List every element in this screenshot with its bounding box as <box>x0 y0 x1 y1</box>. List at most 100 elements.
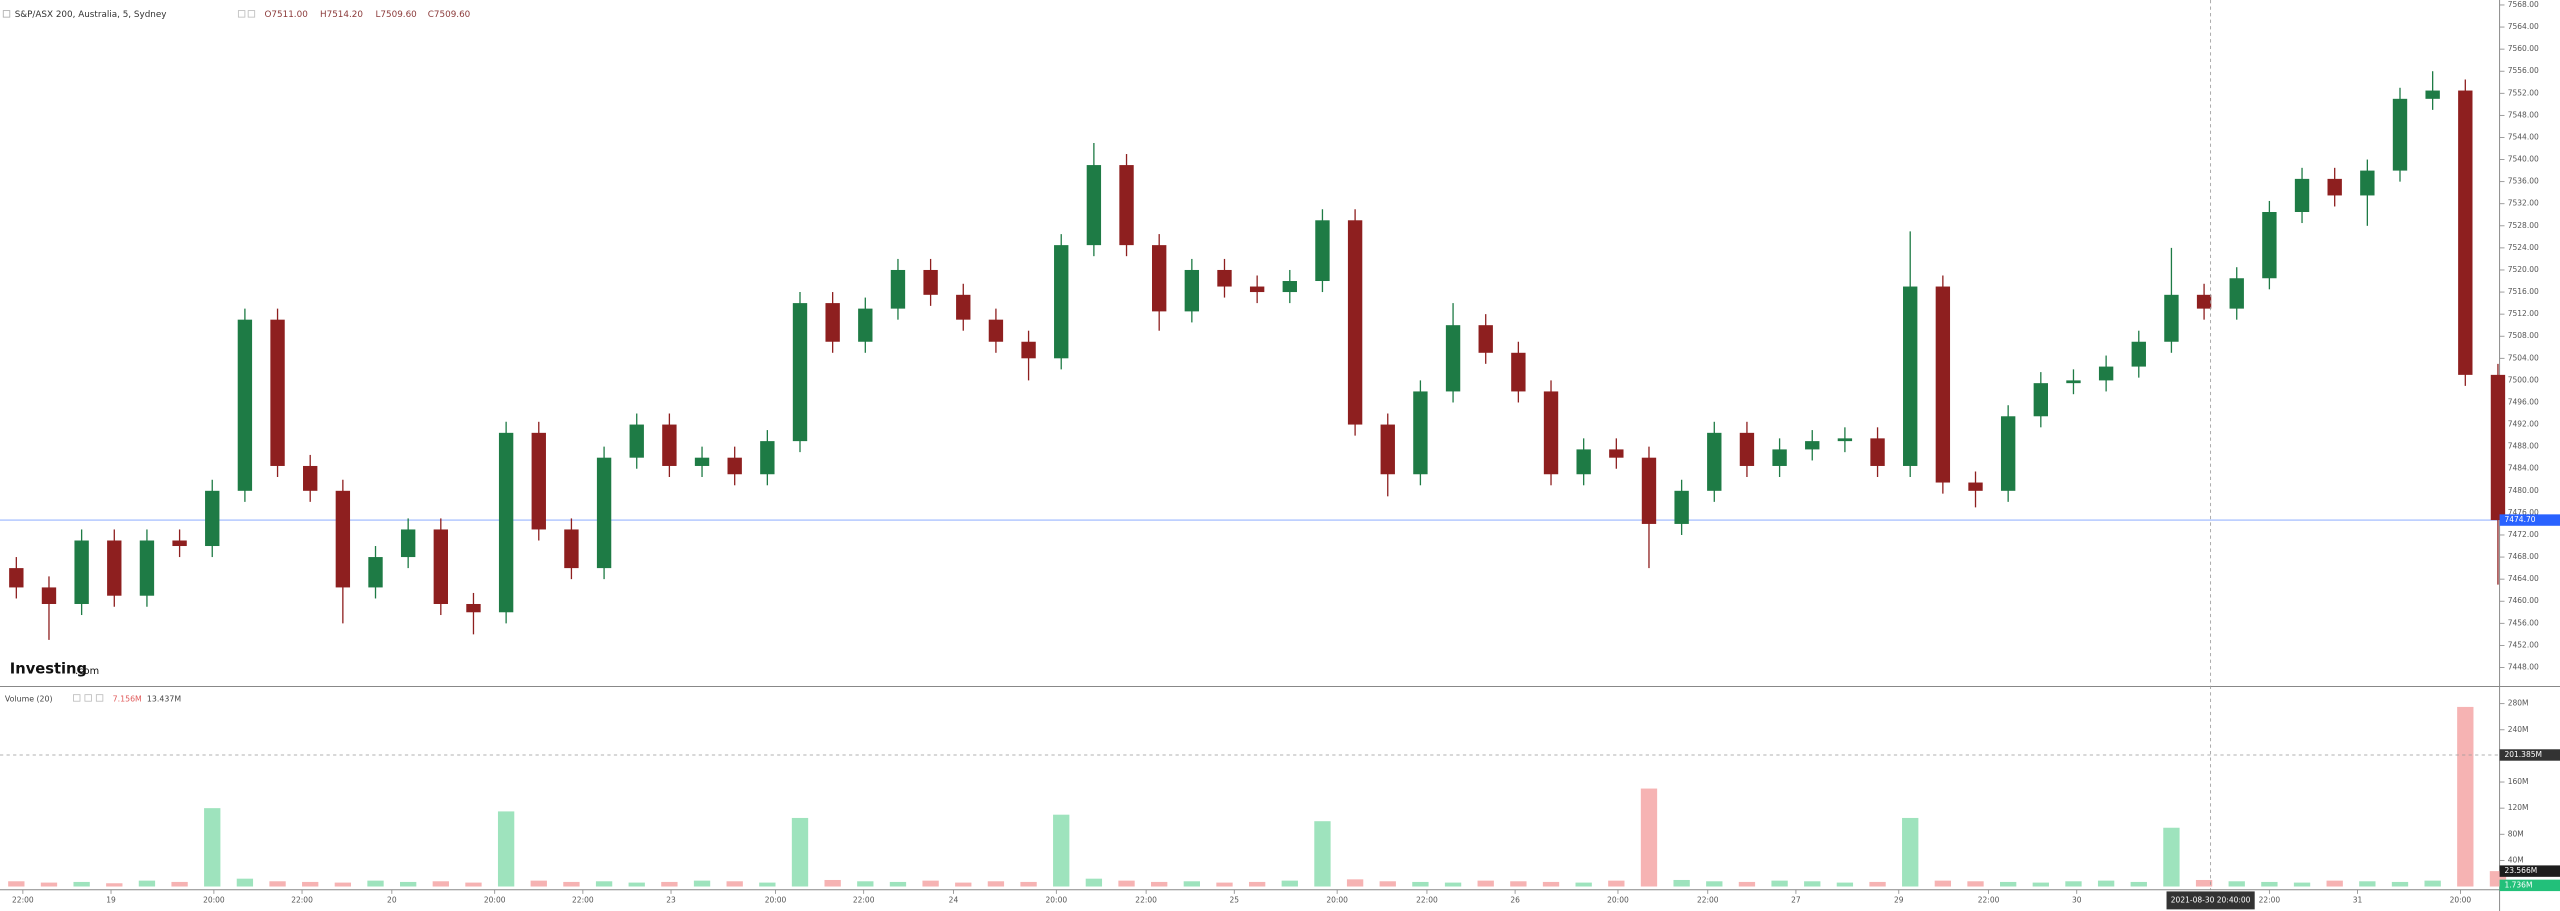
y-tick-label: 7480.00 <box>2508 486 2539 495</box>
y-tick-label: 7568.00 <box>2508 0 2539 9</box>
volume-bar <box>1118 880 1135 887</box>
y-tick-label: 7544.00 <box>2508 132 2539 141</box>
candle-body <box>1772 449 1787 466</box>
x-tick-label: 22:00 <box>12 895 34 904</box>
candle-body <box>2000 416 2016 491</box>
candle-body <box>466 603 481 613</box>
volume-bar <box>2293 882 2311 887</box>
y-tick-label: 7528.00 <box>2508 221 2539 230</box>
candle-body <box>1641 457 1657 524</box>
candle-body <box>825 303 840 342</box>
y2-tick-label: 280M <box>2508 699 2529 708</box>
candle-body <box>2164 294 2179 342</box>
volume-bar <box>1967 881 1984 887</box>
volume-bar <box>693 880 711 887</box>
candle-body <box>9 568 24 588</box>
volume-icon[interactable] <box>95 694 104 702</box>
candle-body <box>1119 165 1134 246</box>
y-tick-label: 7468.00 <box>2508 552 2539 561</box>
x-tick-label: 20:00 <box>765 895 787 904</box>
y-tick-label: 7532.00 <box>2508 199 2539 208</box>
candle-body <box>629 424 644 458</box>
candle-body <box>1609 449 1624 458</box>
x-tick-label: 20:00 <box>203 895 225 904</box>
candle-body <box>1837 438 1853 442</box>
volume-bar <box>922 880 939 887</box>
candle-body <box>1739 432 1755 466</box>
volume-title: Volume (20) <box>5 694 53 703</box>
volume-bar <box>2097 880 2115 887</box>
volume-bar <box>1346 879 1364 887</box>
candle-body <box>564 529 579 569</box>
candle-body <box>2425 90 2440 99</box>
volume-bar <box>334 882 352 887</box>
settings-icon[interactable] <box>237 10 246 18</box>
candle-body <box>368 557 383 588</box>
volume-bar <box>236 878 254 887</box>
y-tick-label: 7456.00 <box>2508 618 2539 627</box>
candle-body <box>2033 383 2048 417</box>
volume-bar <box>1085 878 1103 887</box>
volume-bar <box>824 879 841 887</box>
candle-body <box>2490 374 2506 521</box>
candle-body <box>107 540 122 596</box>
volume-bar <box>1771 880 1788 887</box>
volume-bar <box>2391 881 2409 887</box>
volume-bar <box>857 881 874 887</box>
x-tick-label: 20:00 <box>1326 895 1348 904</box>
y2-tick-label: 240M <box>2508 725 2529 734</box>
candle-body <box>2458 90 2473 375</box>
volume-bar <box>1542 881 1560 887</box>
y-tick-label: 7492.00 <box>2508 420 2539 429</box>
volume-bar <box>2424 880 2441 887</box>
volume-bar <box>2163 827 2180 887</box>
candle-body <box>2294 178 2310 213</box>
collapse-icon[interactable] <box>2 10 11 18</box>
candle-body <box>1870 438 1885 466</box>
candle-body <box>433 529 448 604</box>
volume-bar <box>2359 881 2376 887</box>
y-tick-label: 7552.00 <box>2508 88 2539 97</box>
y-tick-label: 7472.00 <box>2508 530 2539 539</box>
candle-body <box>858 308 873 342</box>
volume-last-badge <box>2499 865 2560 877</box>
volume-bar <box>1053 814 1070 887</box>
candle-body <box>1478 325 1493 353</box>
candle-body <box>890 269 906 309</box>
volume-bar <box>2130 881 2147 887</box>
volume-bar <box>8 881 25 887</box>
volume-bar <box>1608 880 1625 887</box>
candle-body <box>596 457 612 569</box>
legend-open: O7511.00 <box>264 10 308 20</box>
candle-body <box>923 269 938 295</box>
candle-body <box>1674 490 1689 524</box>
volume-icon[interactable] <box>84 694 92 702</box>
x-tick-label: 22:00 <box>1135 895 1157 904</box>
volume-bar <box>1738 881 1756 887</box>
close-icon[interactable] <box>247 10 256 18</box>
candle-body <box>1445 325 1461 392</box>
volume-bar <box>2457 706 2474 887</box>
volume-bar <box>40 882 58 887</box>
candle-body <box>1805 441 1820 450</box>
volume-bar <box>465 882 482 887</box>
candle-body <box>1217 269 1232 287</box>
x-tick-label: 30 <box>2072 895 2082 904</box>
y-tick-label: 7500.00 <box>2508 375 2539 384</box>
candle-body <box>2066 380 2081 384</box>
x-tick-label: 20:00 <box>1046 895 1068 904</box>
x-tick-label: 31 <box>2353 895 2363 904</box>
volume-bar <box>530 880 547 887</box>
candle-body <box>1054 245 1069 359</box>
y2-tick-label: 160M <box>2508 777 2529 786</box>
candle-body <box>662 424 677 466</box>
last-price-label: 7474.70 <box>2504 515 2535 524</box>
volume-bar <box>1640 788 1658 887</box>
volume-bar <box>106 883 123 887</box>
y-tick-label: 7488.00 <box>2508 442 2539 451</box>
candle-body <box>2098 366 2114 381</box>
volume-bar <box>628 882 645 887</box>
volume-icon[interactable] <box>73 694 81 702</box>
candle-body <box>74 540 89 604</box>
volume-bar <box>661 881 678 887</box>
